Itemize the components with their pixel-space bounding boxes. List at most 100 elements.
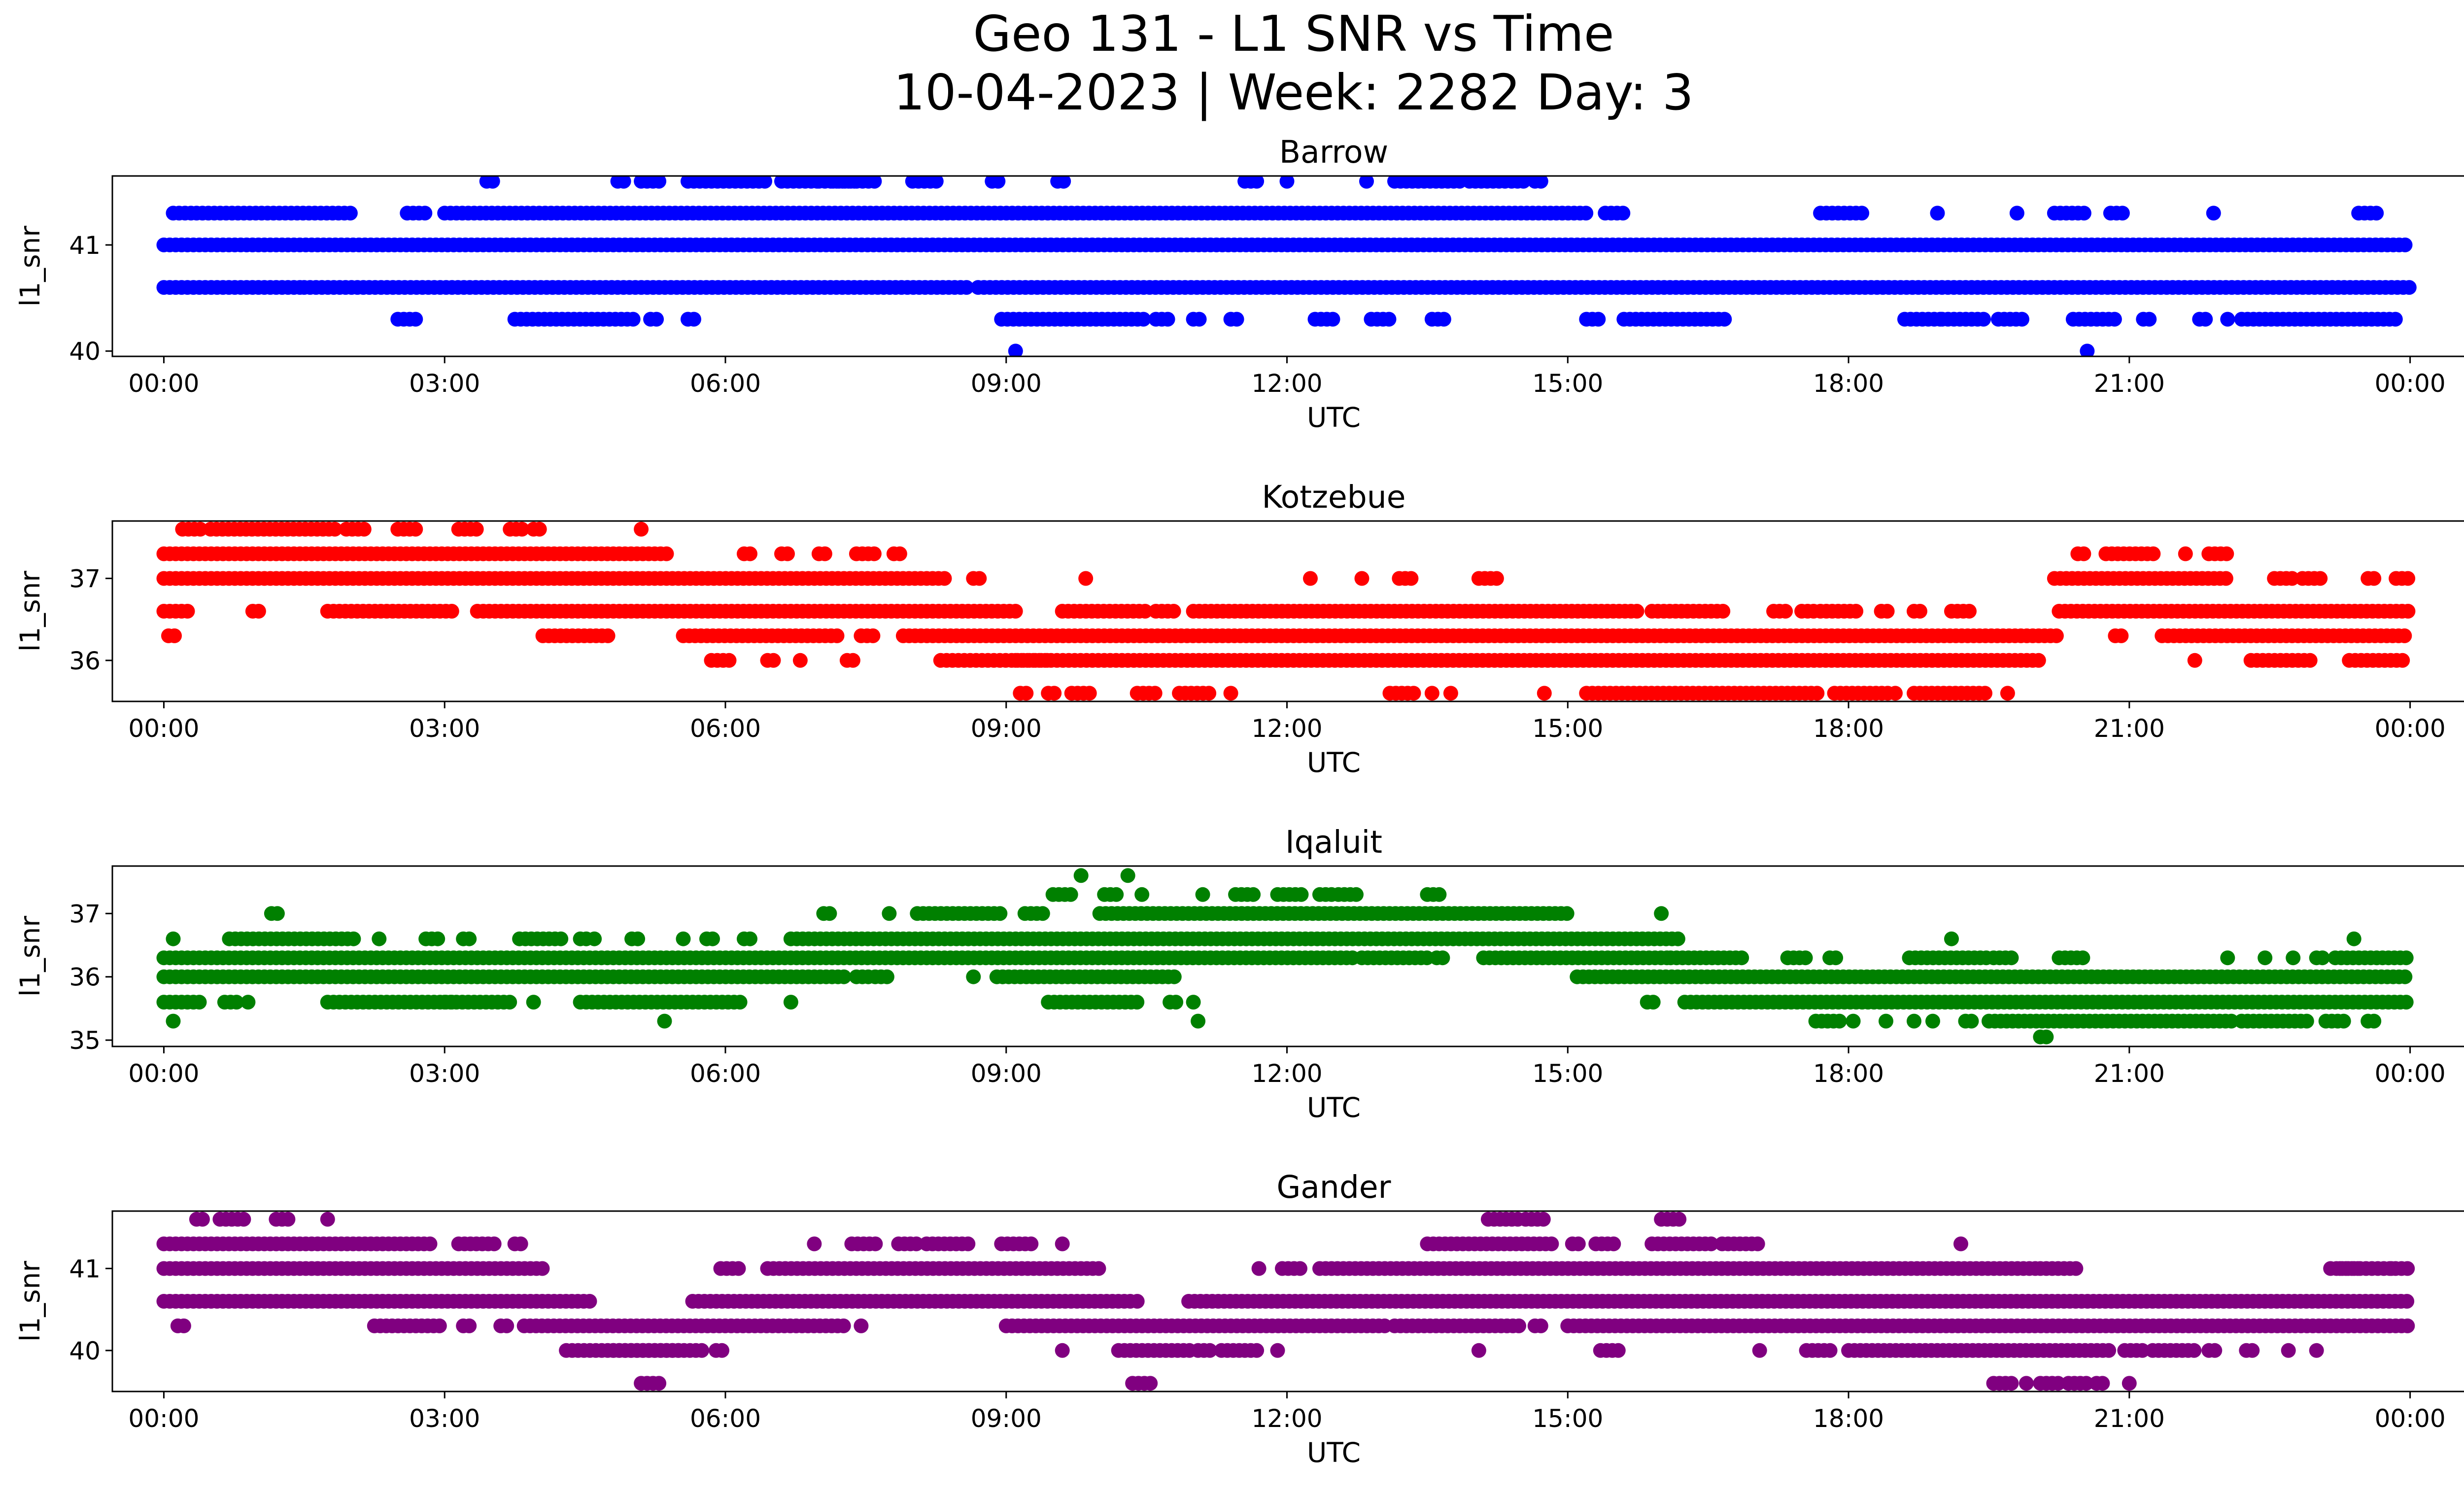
data-point xyxy=(2299,1013,2314,1029)
data-point xyxy=(1192,312,1207,327)
data-point xyxy=(1832,1013,1847,1029)
plot-frame xyxy=(111,175,2464,357)
plot-frame xyxy=(111,865,2464,1047)
data-point xyxy=(2400,1318,2415,1333)
data-point xyxy=(1134,887,1150,902)
figure-title-line2: 10-04-2023 | Week: 2282 Day: 3 xyxy=(893,64,1693,121)
x-tick-label: 09:00 xyxy=(971,714,1042,743)
x-tick-label: 18:00 xyxy=(1813,369,1884,398)
data-point xyxy=(909,1236,924,1252)
x-tick-label: 15:00 xyxy=(1532,369,1603,398)
x-axis-label: UTC xyxy=(1307,1092,1361,1123)
data-point xyxy=(1704,1236,1719,1252)
data-point xyxy=(659,546,674,561)
data-point xyxy=(2224,1013,2239,1029)
data-point xyxy=(2313,571,2328,586)
x-tick-label: 03:00 xyxy=(409,1059,480,1088)
data-point xyxy=(1147,686,1163,701)
x-axis-label: UTC xyxy=(1307,747,1361,778)
data-point xyxy=(1349,887,1364,902)
data-point xyxy=(625,312,641,327)
data-point xyxy=(2049,628,2064,643)
data-point xyxy=(1293,1261,1307,1276)
data-point xyxy=(1073,868,1089,883)
data-point xyxy=(1907,1013,1921,1029)
data-point xyxy=(715,1343,729,1358)
data-point xyxy=(1854,206,1870,221)
data-point xyxy=(1533,176,1548,189)
x-tick-label: 06:00 xyxy=(690,714,761,743)
x-tick-label: 00:00 xyxy=(128,1059,199,1088)
x-tick-label: 00:00 xyxy=(2375,1059,2446,1088)
figure-title-line1: Geo 131 - L1 SNR vs Time xyxy=(973,5,1614,63)
data-point xyxy=(1436,312,1451,327)
data-point xyxy=(1964,1013,1979,1029)
data-point xyxy=(180,604,195,619)
data-point xyxy=(731,1261,746,1276)
data-point xyxy=(1752,1343,1767,1358)
data-point xyxy=(866,546,882,561)
data-point xyxy=(1962,604,1977,619)
data-point xyxy=(1249,176,1265,189)
x-tick-label: 15:00 xyxy=(1532,1059,1603,1088)
data-point xyxy=(2397,969,2413,984)
data-point xyxy=(1559,906,1574,921)
data-point xyxy=(582,1294,597,1309)
data-point xyxy=(928,176,944,189)
data-point xyxy=(2395,653,2410,668)
data-point xyxy=(694,1343,710,1358)
data-point xyxy=(327,522,342,537)
data-point xyxy=(1615,206,1631,221)
data-point xyxy=(845,653,860,668)
data-point xyxy=(1325,312,1340,327)
data-point xyxy=(2366,1013,2382,1029)
data-point xyxy=(1056,176,1071,189)
data-point xyxy=(1008,344,1023,356)
data-point xyxy=(430,931,445,946)
data-points xyxy=(156,1212,2415,1391)
data-point xyxy=(792,653,808,668)
data-point xyxy=(236,1212,251,1227)
x-tick-label: 15:00 xyxy=(1532,714,1603,743)
data-point xyxy=(526,995,541,1010)
data-point xyxy=(1279,176,1295,189)
data-point xyxy=(1846,1013,1861,1029)
data-point xyxy=(972,571,987,586)
data-point xyxy=(1848,604,1864,619)
data-point xyxy=(587,931,602,946)
data-point xyxy=(408,312,423,327)
data-point xyxy=(346,931,361,946)
data-point xyxy=(1944,931,1959,946)
data-point xyxy=(836,1318,851,1333)
data-point xyxy=(1270,1343,1285,1358)
data-point xyxy=(1879,1013,1893,1029)
data-point xyxy=(1544,1236,1559,1252)
data-point xyxy=(356,522,372,537)
data-point xyxy=(1078,571,1094,586)
data-point xyxy=(1591,312,1606,327)
data-point xyxy=(2080,344,2095,356)
y-axis-label: l1_snr xyxy=(14,226,46,307)
data-point xyxy=(1828,950,1844,966)
data-point xyxy=(251,604,266,619)
data-point xyxy=(1537,686,1552,701)
y-tick-label: 35 xyxy=(69,1026,101,1055)
data-point xyxy=(836,969,852,984)
data-point xyxy=(2015,312,2029,327)
data-point xyxy=(2397,628,2412,643)
data-point xyxy=(1443,686,1458,701)
data-point xyxy=(1717,312,1732,327)
data-point xyxy=(1202,1343,1218,1358)
data-point xyxy=(2285,571,2300,586)
x-tick-label: 21:00 xyxy=(2094,369,2165,398)
data-point xyxy=(2336,1013,2351,1029)
data-point xyxy=(1024,1236,1039,1252)
data-point xyxy=(167,628,182,643)
data-point xyxy=(1354,571,1369,586)
data-point xyxy=(1008,604,1023,619)
data-point xyxy=(1082,686,1097,701)
data-point xyxy=(469,522,484,537)
